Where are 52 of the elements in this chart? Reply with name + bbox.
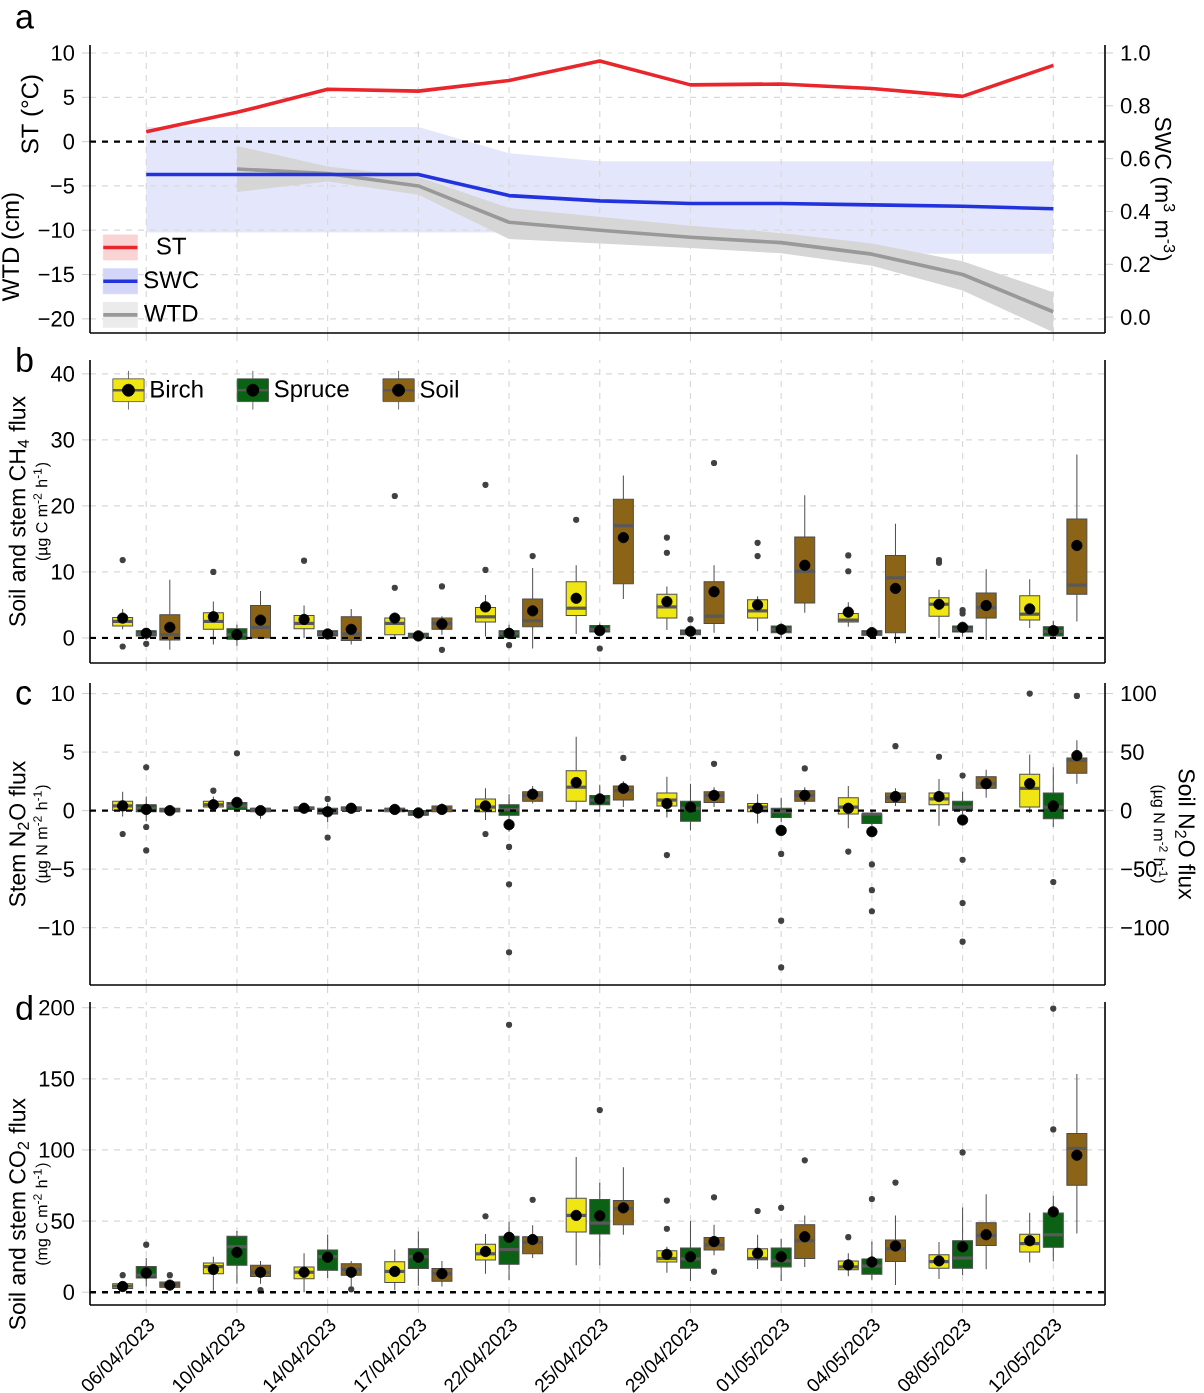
y-tick-label: 40	[50, 366, 75, 382]
y2-tick-label: 1.0	[1121, 45, 1150, 61]
y2-axis-title: Soil N$_{2}$O flux	[1175, 769, 1196, 900]
legend-label: Birch	[151, 380, 203, 398]
y-tick-label: −5	[50, 178, 74, 194]
y-axis-title: WTD (cm)	[1, 193, 24, 302]
chart-title: d	[16, 995, 32, 1021]
y2-axis-title: SWC (m$^{3}$ m$^{-3}$)	[1150, 117, 1176, 261]
legend-label: WTD	[143, 305, 198, 322]
y2-tick-label: 0	[1120, 802, 1132, 819]
y-tick-label: 50	[51, 1213, 75, 1229]
y2-tick-label: 100	[1121, 685, 1156, 702]
y-tick-label: 10	[52, 685, 75, 702]
y-tick-label: 150	[39, 1071, 75, 1087]
y2-tick-label: 0.0	[1120, 309, 1150, 325]
y-tick-label: −5	[50, 861, 74, 877]
chart-title: b	[17, 347, 33, 373]
y-tick-label: −10	[38, 222, 75, 239]
y-tick-label: 5	[63, 744, 74, 760]
y-axis-title: Soil and stem CH$_{4}$ flux	[8, 396, 29, 627]
text: (µg C m$^{-2}$ h$^{-1}$)	[33, 462, 51, 561]
y-tick-label: 0	[63, 630, 75, 646]
y-axis-title: Soil and stem CO$_{2}$ flux	[8, 1098, 29, 1330]
y-tick-label: 30	[51, 432, 75, 448]
y2-tick-label: 0.2	[1120, 256, 1150, 273]
text: (µg N m$^{-2}$ h$^{-1}$)	[33, 785, 51, 883]
y-tick-label: 20	[51, 498, 75, 514]
y2-tick-label: 50	[1120, 744, 1144, 760]
y2-tick-label: 0.6	[1120, 150, 1150, 167]
y-tick-label: 10	[52, 45, 75, 61]
y-tick-label: 0	[63, 1284, 75, 1300]
y-tick-label: 0	[63, 133, 75, 150]
text: ST (°C)	[20, 75, 44, 154]
chart-title: a	[16, 10, 34, 29]
y2-tick-label: −100	[1121, 919, 1169, 936]
text: (mg C m$^{-2}$ h$^{-1}$)	[33, 1163, 51, 1265]
y-tick-label: 100	[39, 1142, 75, 1158]
y-axis-title: Stem N$_{2}$O flux	[8, 760, 29, 907]
y-tick-label: 10	[52, 564, 75, 580]
y2-tick-label: 0.4	[1120, 203, 1150, 220]
legend-label: ST	[156, 237, 187, 255]
legend-label: SWC	[144, 271, 199, 289]
legend-label: Soil	[420, 380, 458, 398]
chart-title: c	[16, 686, 32, 705]
y-tick-label: 5	[63, 89, 74, 105]
y-tick-label: −10	[38, 919, 75, 936]
y2-tick-label: 0.8	[1120, 98, 1150, 114]
y-tick-label: −20	[38, 311, 75, 327]
legend-label: Spruce	[274, 380, 349, 403]
y-tick-label: −15	[38, 266, 74, 283]
y-tick-label: 200	[39, 999, 75, 1016]
y-tick-label: 0	[63, 802, 75, 819]
